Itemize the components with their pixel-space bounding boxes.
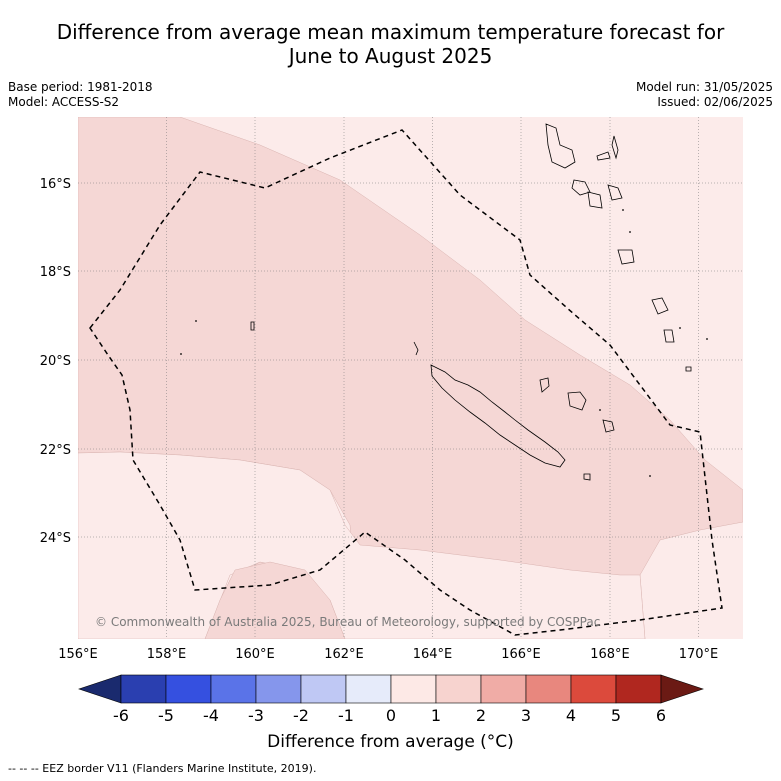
colorbar: -6 -5 -4 -3 -2 -1 0 1 2 3 4 5 6: [78, 674, 704, 725]
colorbar-bin: [525, 674, 572, 704]
lon-tick-156: 156°E: [58, 647, 98, 662]
lat-tick-22: 22°S: [40, 443, 71, 458]
lon-tick-166: 166°E: [501, 647, 541, 662]
coastlines: [250, 123, 692, 481]
eez-border: [89, 129, 723, 636]
vanuatu-pentecost-coast: [607, 184, 623, 201]
lat-tick-16: 16°S: [40, 177, 71, 192]
base-period-label: Base period: 1981-2018: [8, 80, 153, 94]
colorbar-tick-label: 0: [386, 706, 396, 725]
colorbar-bin: [165, 674, 212, 704]
colorbar-bin: [480, 674, 527, 704]
colorbar-tick-label: 6: [656, 706, 666, 725]
colorbar-tick-label: -3: [248, 706, 264, 725]
lat-tick-24: 24°S: [40, 531, 71, 546]
vanuatu-espiritu-santo-coast: [545, 123, 576, 169]
vanuatu-efate-coast: [587, 191, 603, 209]
title-line-1: Difference from average mean maximum tem…: [56, 20, 725, 44]
model-run-label: Model run: 31/05/2025: [635, 80, 773, 94]
vanuatu-malekula-coast: [571, 179, 591, 196]
lat-tick-20: 20°S: [40, 354, 71, 369]
copyright-notice: © Commonwealth of Australia 2025, Bureau…: [95, 615, 600, 629]
lon-tick-160: 160°E: [235, 647, 275, 662]
lon-tick-158: 158°E: [147, 647, 187, 662]
issued-label: Issued: 02/06/2025: [657, 95, 773, 109]
graticule: [78, 117, 743, 639]
colorbar-bin: [210, 674, 257, 704]
isle-of-pines-coast: [583, 473, 591, 481]
lon-tick-168: 168°E: [590, 647, 630, 662]
map-area: [78, 117, 743, 639]
colorbar-bin: [615, 674, 662, 704]
hunter-island-coast: [685, 366, 692, 372]
new-caledonia-coast: [430, 364, 566, 468]
meta-left: Base period: 1981-2018 Model: ACCESS-S2: [8, 80, 153, 110]
longitude-ticks: 156°E 158°E 160°E 162°E 164°E 166°E 168°…: [58, 647, 718, 662]
colorbar-bin: [390, 674, 437, 704]
meta-right: Model run: 31/05/2025 Issued: 02/06/2025: [636, 80, 773, 110]
colorbar-bin: [120, 674, 167, 704]
colorbar-tick-label: 5: [611, 706, 621, 725]
vanuatu-maewo-coast: [611, 135, 619, 160]
belep-islands-coast: [413, 341, 419, 356]
lon-tick-164: 164°E: [413, 647, 453, 662]
colorbar-tick-label: 3: [521, 706, 531, 725]
lon-tick-170: 170°E: [679, 647, 719, 662]
lon-tick-162: 162°E: [324, 647, 364, 662]
anomaly-1-2-south: [204, 561, 346, 639]
small-islets: [180, 209, 708, 477]
colorbar-bin: [435, 674, 482, 704]
vanuatu-erromango-coast: [617, 249, 635, 265]
colorbar-tick-label: -5: [158, 706, 174, 725]
colorbar-bin: [300, 674, 347, 704]
lat-tick-18: 18°S: [40, 265, 71, 280]
vanuatu-aneityum-coast: [663, 329, 675, 343]
colorbar-bin: [570, 674, 617, 704]
eez-legend-footer: -- -- -- EEZ border V11 (Flanders Marine…: [8, 762, 317, 775]
colorbar-tick-label: -4: [203, 706, 219, 725]
colorbar-tick-label: -6: [113, 706, 129, 725]
vanuatu-tanna-coast: [651, 297, 669, 315]
colorbar-extend-high: [660, 674, 704, 704]
colorbar-bin: [345, 674, 392, 704]
colorbar-tick-label: 4: [566, 706, 576, 725]
latitude-ticks: 16°S 18°S 20°S 22°S 24°S: [40, 177, 71, 546]
title-line-2: June to August 2025: [288, 44, 493, 68]
colorbar-tick-label: 2: [476, 706, 486, 725]
vanuatu-ambae-coast: [596, 151, 611, 161]
colorbar-tick-label: -2: [293, 706, 309, 725]
chart-title: Difference from average mean maximum tem…: [0, 20, 781, 68]
loyalty-mare-coast: [602, 419, 615, 433]
colorbar-tick-label: 1: [431, 706, 441, 725]
colorbar-bin: [255, 674, 302, 704]
loyalty-lifou-coast: [567, 391, 587, 411]
loyalty-ouvea-coast: [539, 377, 550, 393]
chesterfield-islands-coast: [250, 321, 255, 331]
colorbar-extend-low: [78, 674, 122, 704]
model-label: Model: ACCESS-S2: [8, 95, 120, 109]
colorbar-title: Difference from average (°C): [267, 732, 514, 752]
colorbar-tick-label: -1: [338, 706, 354, 725]
